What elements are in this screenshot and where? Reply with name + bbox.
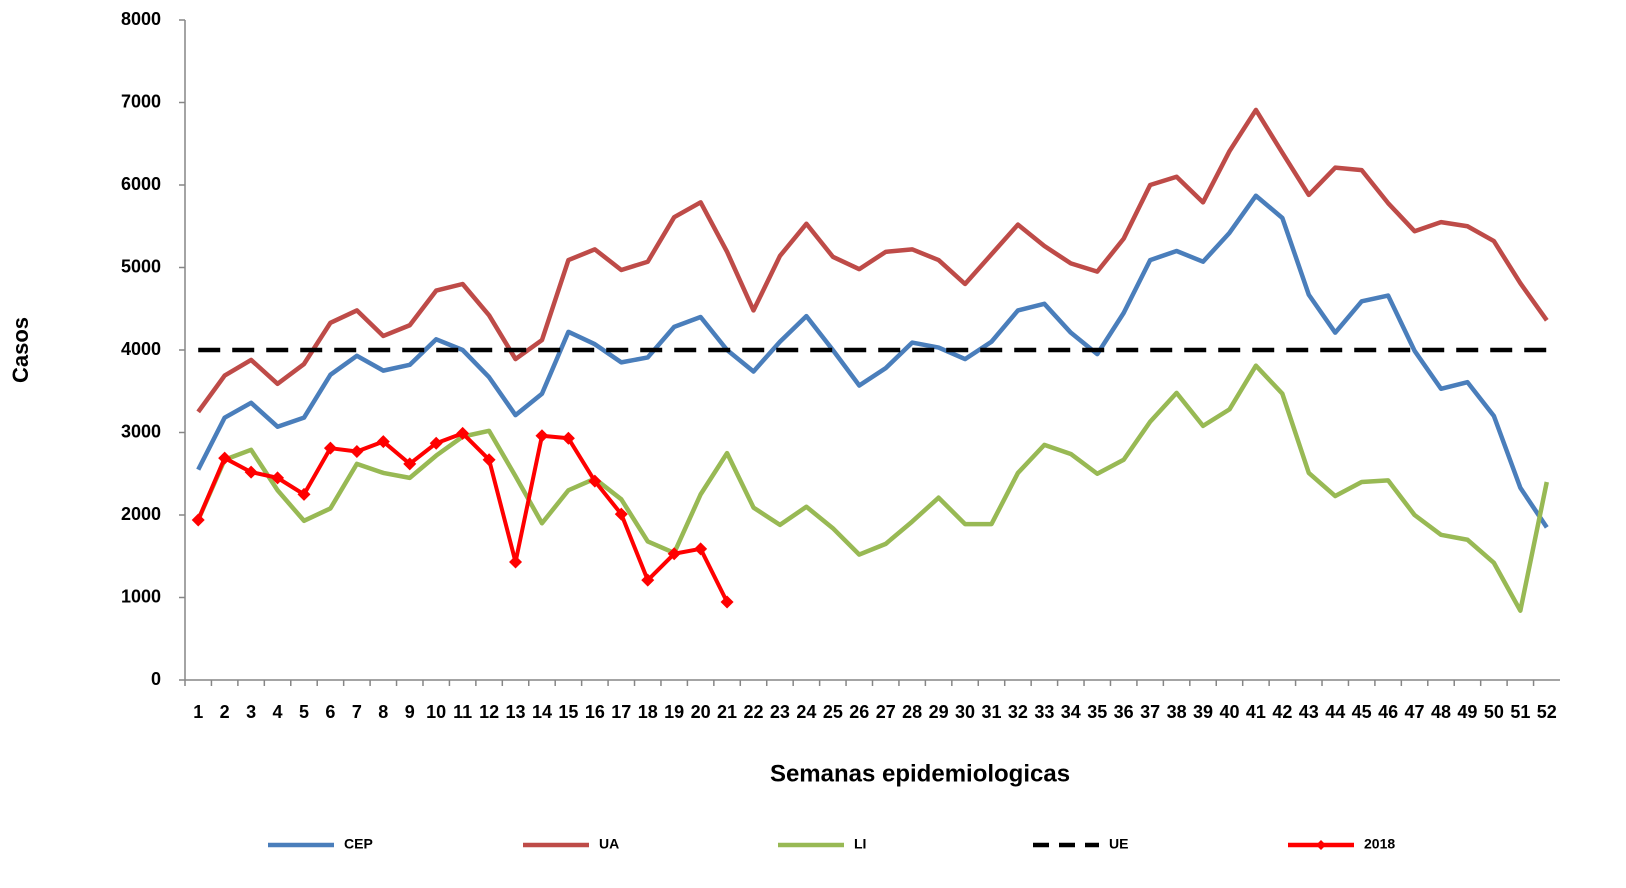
x-tick-label: 52 xyxy=(1537,702,1557,722)
x-tick-label: 33 xyxy=(1034,702,1054,722)
y-tick-label: 5000 xyxy=(121,256,161,276)
x-tick-label: 6 xyxy=(325,702,335,722)
x-tick-label: 49 xyxy=(1457,702,1477,722)
y-axis-title: Casos xyxy=(8,317,33,383)
legend-label: 2018 xyxy=(1364,836,1395,852)
x-tick-label: 37 xyxy=(1140,702,1160,722)
legend-marker xyxy=(1316,840,1326,850)
legend-label: UE xyxy=(1109,836,1128,852)
data-point xyxy=(429,436,443,450)
x-tick-label: 15 xyxy=(558,702,578,722)
x-tick-label: 29 xyxy=(929,702,949,722)
data-point xyxy=(271,471,285,485)
data-point xyxy=(323,441,337,455)
legend-label: UA xyxy=(599,836,619,852)
x-tick-label: 1 xyxy=(193,702,203,722)
x-tick-label: 44 xyxy=(1325,702,1345,722)
data-point xyxy=(694,542,708,556)
x-tick-label: 19 xyxy=(664,702,684,722)
x-tick-label: 27 xyxy=(876,702,896,722)
x-tick-label: 5 xyxy=(299,702,309,722)
y-tick-label: 6000 xyxy=(121,174,161,194)
y-tick-label: 8000 xyxy=(121,9,161,29)
x-tick-label: 13 xyxy=(506,702,526,722)
data-point xyxy=(509,555,523,569)
y-tick-label: 0 xyxy=(151,669,161,689)
legend-label: LI xyxy=(854,836,866,852)
data-point xyxy=(482,453,496,467)
x-tick-label: 42 xyxy=(1272,702,1292,722)
data-point xyxy=(641,573,655,587)
x-tick-label: 28 xyxy=(902,702,922,722)
x-tick-label: 39 xyxy=(1193,702,1213,722)
data-point xyxy=(191,513,205,527)
x-tick-label: 2 xyxy=(220,702,230,722)
x-tick-label: 4 xyxy=(273,702,283,722)
series-line xyxy=(196,363,1549,613)
x-tick-label: 32 xyxy=(1008,702,1028,722)
x-tick-label: 36 xyxy=(1114,702,1134,722)
x-tick-label: 34 xyxy=(1061,702,1081,722)
data-point xyxy=(376,435,390,449)
x-tick-label: 10 xyxy=(426,702,446,722)
data-point xyxy=(535,429,549,443)
data-point xyxy=(350,444,364,458)
x-tick-label: 24 xyxy=(796,702,816,722)
x-tick-label: 51 xyxy=(1510,702,1530,722)
y-tick-label: 1000 xyxy=(121,586,161,606)
x-tick-label: 47 xyxy=(1405,702,1425,722)
x-tick-label: 16 xyxy=(585,702,605,722)
x-tick-label: 18 xyxy=(638,702,658,722)
x-tick-label: 7 xyxy=(352,702,362,722)
data-point xyxy=(614,507,628,521)
x-tick-label: 31 xyxy=(981,702,1001,722)
x-tick-label: 22 xyxy=(743,702,763,722)
x-tick-label: 8 xyxy=(378,702,388,722)
x-tick-label: 46 xyxy=(1378,702,1398,722)
x-tick-label: 48 xyxy=(1431,702,1451,722)
x-tick-label: 25 xyxy=(823,702,843,722)
x-tick-label: 40 xyxy=(1219,702,1239,722)
y-tick-label: 7000 xyxy=(121,91,161,111)
x-tick-label: 3 xyxy=(246,702,256,722)
x-tick-label: 26 xyxy=(849,702,869,722)
x-tick-label: 12 xyxy=(479,702,499,722)
y-tick-label: 3000 xyxy=(121,421,161,441)
data-point xyxy=(297,487,311,501)
x-tick-label: 30 xyxy=(955,702,975,722)
x-tick-label: 38 xyxy=(1167,702,1187,722)
x-tick-label: 41 xyxy=(1246,702,1266,722)
legend-label: CEP xyxy=(344,836,373,852)
x-axis-title: Semanas epidemiologicas xyxy=(770,760,1070,787)
x-tick-label: 20 xyxy=(691,702,711,722)
data-point xyxy=(244,465,258,479)
x-tick-label: 21 xyxy=(717,702,737,722)
data-point xyxy=(588,474,602,488)
x-tick-label: 14 xyxy=(532,702,552,722)
series-line xyxy=(196,107,1549,414)
x-tick-label: 9 xyxy=(405,702,415,722)
data-point xyxy=(667,547,681,561)
x-tick-label: 43 xyxy=(1299,702,1319,722)
y-tick-label: 2000 xyxy=(121,504,161,524)
x-tick-label: 35 xyxy=(1087,702,1107,722)
x-tick-label: 11 xyxy=(453,702,472,722)
x-tick-label: 45 xyxy=(1352,702,1372,722)
data-point xyxy=(403,457,417,471)
data-point xyxy=(218,451,232,465)
x-tick-label: 23 xyxy=(770,702,790,722)
data-point xyxy=(720,595,734,609)
x-tick-label: 17 xyxy=(611,702,631,722)
x-tick-label: 50 xyxy=(1484,702,1504,722)
data-point xyxy=(456,426,470,440)
data-point xyxy=(561,431,575,445)
y-tick-label: 4000 xyxy=(121,339,161,359)
